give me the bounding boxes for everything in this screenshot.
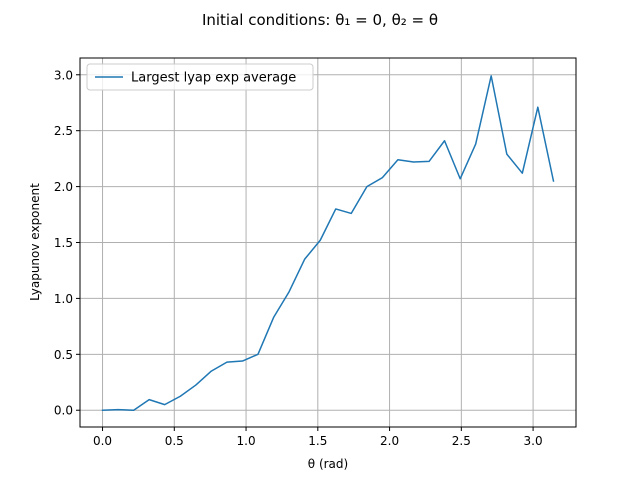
- legend-box: [86, 63, 314, 91]
- y-tick-label: 0.5: [54, 348, 73, 362]
- y-tick-label: 3.0: [54, 68, 73, 82]
- x-tick-label: 2.0: [380, 434, 399, 448]
- y-tick-label: 1.5: [54, 236, 73, 250]
- x-tick-label: 3.0: [524, 434, 543, 448]
- x-tick-label: 0.0: [93, 434, 112, 448]
- x-tick-label: 0.5: [165, 434, 184, 448]
- y-tick-label: 0.0: [54, 404, 73, 418]
- series-layer: [101, 75, 555, 412]
- x-tick-label: 1.5: [308, 434, 327, 448]
- x-axis-label: θ (rad): [308, 457, 348, 471]
- x-axis: 0.0 0.5 1.0 1.5 2.0 2.5 3.0: [93, 427, 543, 448]
- x-tick-label: 2.5: [452, 434, 471, 448]
- legend-label: Largest lyap exp average: [131, 71, 296, 86]
- y-axis-label: Lyapunov exponent: [28, 183, 42, 301]
- series-line: [101, 75, 555, 412]
- x-tick-label: 1.0: [237, 434, 256, 448]
- legend: Largest lyap exp average: [86, 63, 314, 91]
- y-tick-label: 2.0: [54, 180, 73, 194]
- chart-title: Initial conditions: θ₁ = 0, θ₂ = θ: [202, 11, 438, 29]
- y-tick-label: 1.0: [54, 292, 73, 306]
- grid: [80, 58, 576, 427]
- y-tick-label: 2.5: [54, 124, 73, 138]
- y-axis: 0.0 0.5 1.0 1.5 2.0 2.5 3.0: [54, 68, 80, 418]
